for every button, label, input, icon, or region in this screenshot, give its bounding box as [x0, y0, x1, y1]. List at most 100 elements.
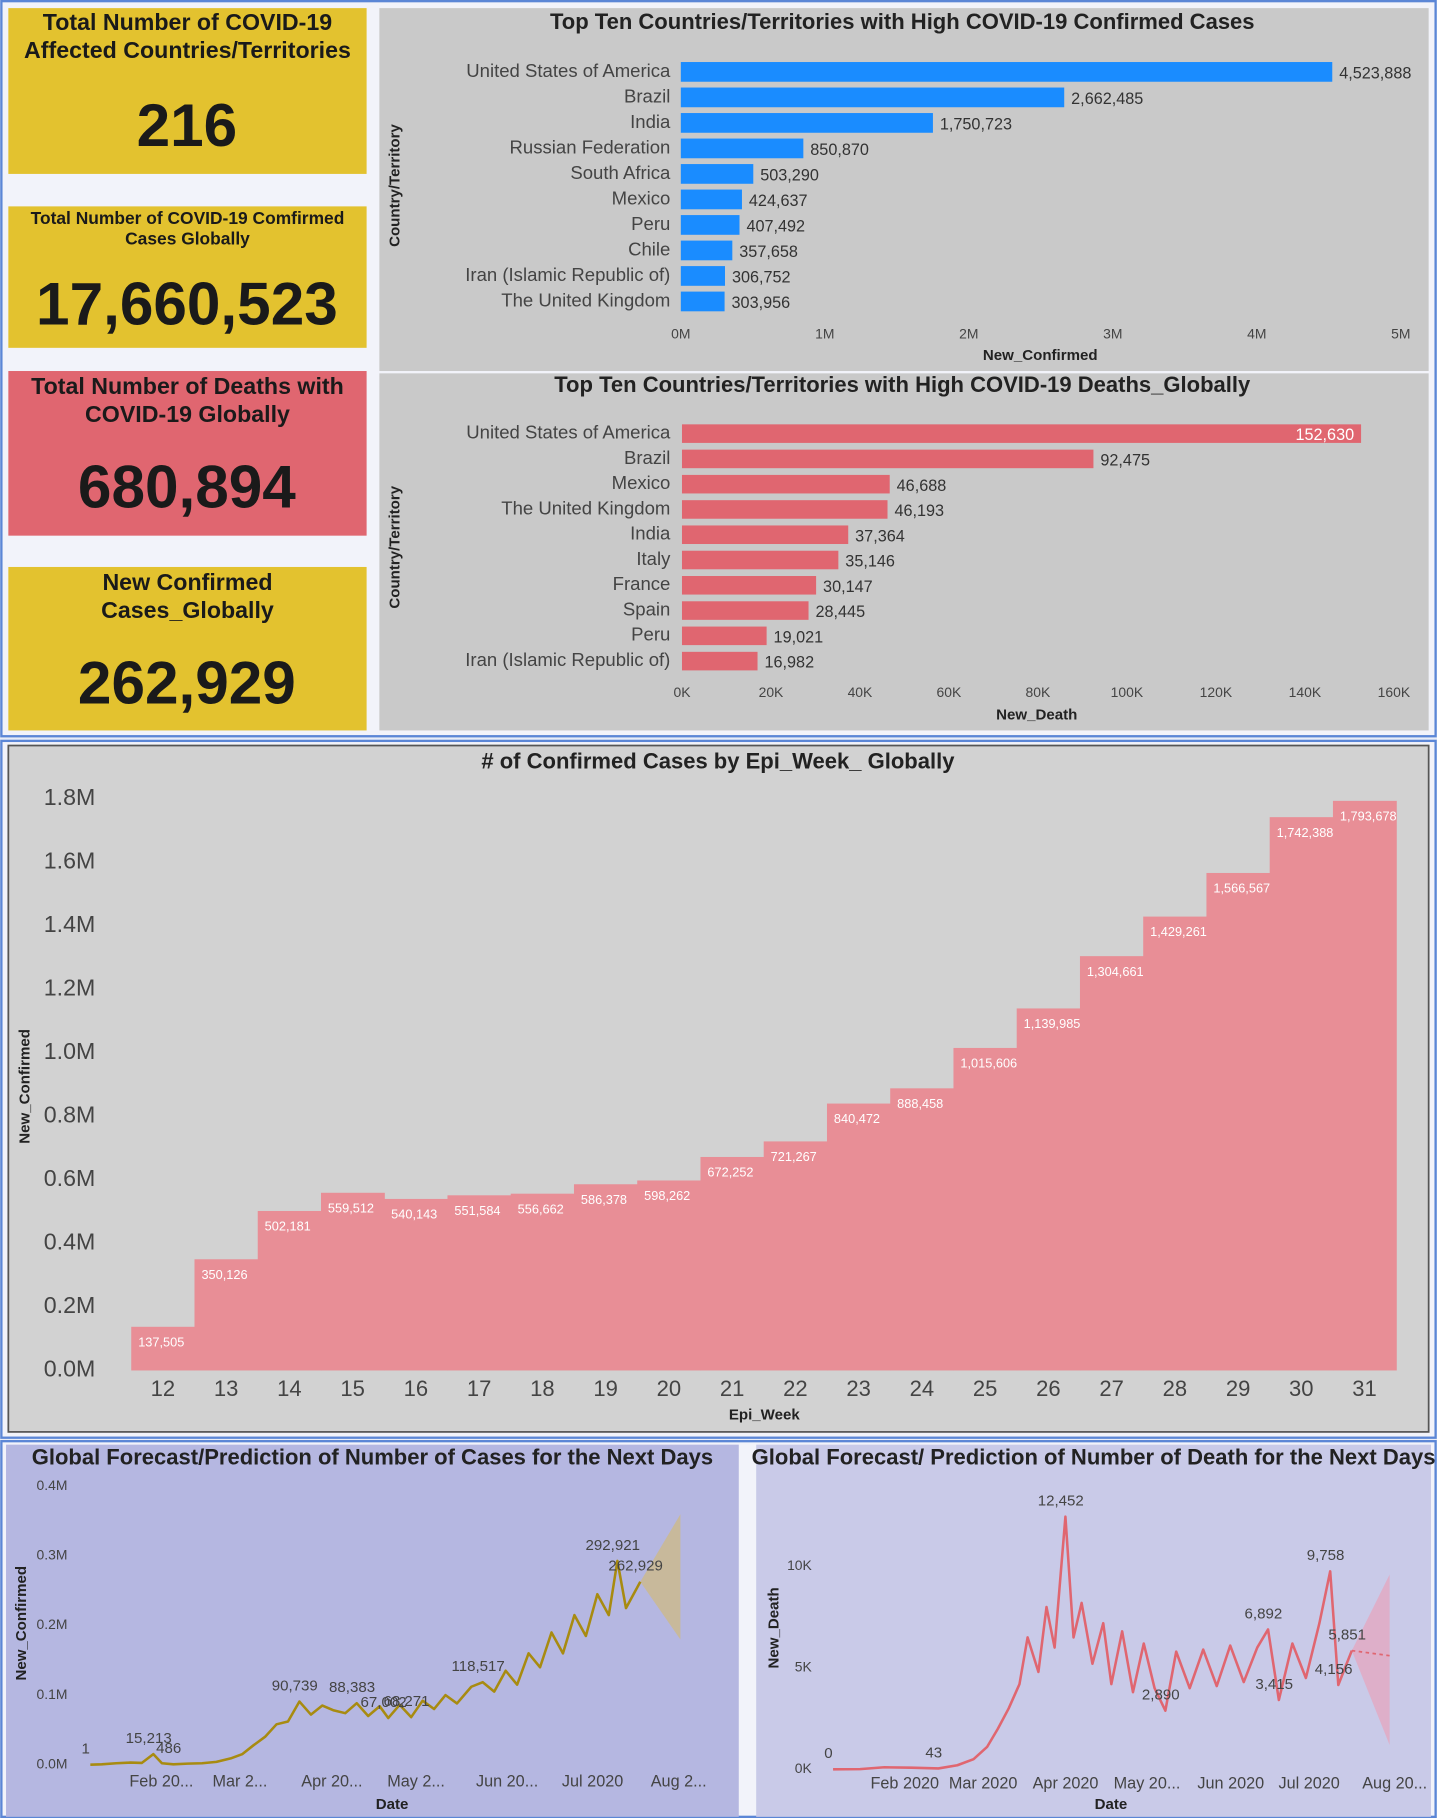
line: [833, 1515, 1354, 1771]
data-label: 46,193: [894, 502, 944, 520]
data-label: 137,505: [138, 1334, 184, 1349]
x-axis-title: Epi_Week: [729, 1407, 801, 1424]
bar: [680, 240, 733, 261]
card-title-box: Total Number of Deaths with COVID-19 Glo…: [31, 374, 344, 427]
x-tick-label: 140K: [1289, 684, 1322, 700]
bar: [510, 1193, 575, 1371]
x-tick-label: Mar 2020: [949, 1775, 1018, 1793]
data-label: 0: [824, 1745, 832, 1762]
bar: [680, 189, 742, 210]
data-label: 551,584: [454, 1203, 500, 1218]
y-tick-label: 0.0M: [37, 1755, 68, 1771]
data-label: 118,517: [451, 1658, 504, 1675]
data-label: 840,472: [834, 1111, 880, 1126]
bar: [680, 266, 725, 286]
bar: [681, 424, 1362, 443]
data-label: 1,429,261: [1150, 924, 1207, 939]
bar: [680, 164, 754, 184]
x-tick-label: 17: [467, 1376, 492, 1401]
x-tick-label: Mar 2...: [212, 1772, 267, 1790]
x-tick-label: 27: [1099, 1376, 1124, 1401]
x-tick-label: Feb 2020: [871, 1775, 940, 1793]
data-label: 92,475: [1100, 452, 1150, 470]
x-tick-label: May 20...: [1114, 1775, 1181, 1793]
data-label: 16,982: [764, 654, 814, 672]
data-label: 35,146: [845, 553, 895, 571]
card-title-box: Total Number of COVID-19 Affected Countr…: [24, 10, 351, 64]
bar: [384, 1198, 449, 1371]
chart-title: Global Forecast/ Prediction of Number of…: [752, 1444, 1436, 1469]
data-label: 28,445: [815, 603, 865, 621]
x-tick-label: 18: [530, 1376, 555, 1401]
chart-title: Global Forecast/Prediction of Number of …: [32, 1444, 713, 1469]
forecast-band: [1351, 1574, 1390, 1745]
x-tick-label: 29: [1226, 1376, 1251, 1401]
bar: [680, 113, 933, 133]
x-tick-label: 19: [593, 1376, 618, 1401]
data-label: 357,658: [739, 243, 798, 261]
y-tick-label: Peru: [631, 624, 670, 645]
x-tick-label: 30: [1289, 1376, 1314, 1401]
bar: [681, 449, 1094, 469]
y-axis-title: Country/Territory: [387, 485, 404, 608]
bar: [680, 138, 804, 159]
x-tick-label: 40K: [848, 684, 873, 700]
x-tick-label: 1M: [815, 326, 834, 342]
data-label: 88,383: [329, 1679, 375, 1696]
data-label: 672,252: [707, 1165, 753, 1180]
data-label: 407,492: [746, 218, 805, 236]
x-tick-label: Apr 20...: [301, 1772, 362, 1790]
chart-title: Top Ten Countries/Territories with High …: [550, 9, 1255, 34]
y-tick-label: 1.2M: [44, 975, 96, 1001]
x-tick-label: 21: [720, 1376, 745, 1401]
y-tick-label: The United Kingdom: [501, 289, 670, 310]
card-title-box: New Confirmed Cases_Globally: [101, 570, 274, 623]
y-tick-label: United States of America: [466, 422, 671, 443]
card-value: 216: [137, 91, 238, 159]
data-label: 502,181: [265, 1219, 311, 1234]
forecast-band: [640, 1514, 681, 1640]
y-tick-label: United States of America: [466, 60, 671, 81]
bar: [681, 576, 817, 595]
data-label: 350,126: [201, 1267, 247, 1282]
x-tick-label: May 2...: [387, 1772, 445, 1790]
data-label: 4,156: [1315, 1661, 1353, 1678]
chart-panel: [6, 1444, 739, 1817]
bar: [953, 1047, 1018, 1371]
x-tick-label: 24: [910, 1376, 935, 1401]
bar: [680, 291, 725, 312]
x-axis-title: Date: [1095, 1796, 1128, 1813]
bar: [573, 1184, 638, 1371]
x-tick-label: 20K: [759, 684, 784, 700]
chart-title: Top Ten Countries/Territories with High …: [554, 372, 1251, 397]
x-tick-label: Jul 2020: [562, 1772, 623, 1790]
x-tick-label: 60K: [937, 684, 962, 700]
x-tick-label: 16: [404, 1376, 429, 1401]
y-axis-title: New_Death: [766, 1587, 783, 1668]
card-title-box: Total Number of COVID-19 Comfirmed Cases…: [31, 209, 345, 250]
x-tick-label: 28: [1163, 1376, 1188, 1401]
x-tick-label: 25: [973, 1376, 998, 1401]
data-label: 540,143: [391, 1207, 437, 1222]
x-tick-label: 23: [846, 1376, 871, 1401]
x-tick-label: 12: [151, 1376, 176, 1401]
bar: [320, 1192, 385, 1371]
y-tick-label: Chile: [628, 238, 670, 259]
y-tick-label: Iran (Islamic Republic of): [465, 264, 670, 285]
data-label: 19,021: [774, 628, 824, 646]
y-tick-label: Mexico: [612, 472, 671, 493]
data-label: 2,890: [1142, 1687, 1180, 1704]
y-axis-title: New_Confirmed: [13, 1566, 30, 1681]
bar: [1269, 817, 1334, 1371]
x-axis-title: Date: [376, 1796, 409, 1813]
x-tick-label: 5M: [1391, 326, 1410, 342]
bar: [194, 1259, 259, 1371]
data-label: 2,662,485: [1071, 90, 1143, 108]
y-tick-label: Mexico: [612, 187, 671, 208]
card-title: Total Number of COVID-19 Affected Countr…: [24, 10, 351, 64]
y-tick-label: Iran (Islamic Republic of): [465, 649, 670, 670]
data-label: 303,956: [732, 294, 791, 312]
kpi-card: [8, 8, 367, 174]
data-label: 15,213: [126, 1730, 172, 1747]
